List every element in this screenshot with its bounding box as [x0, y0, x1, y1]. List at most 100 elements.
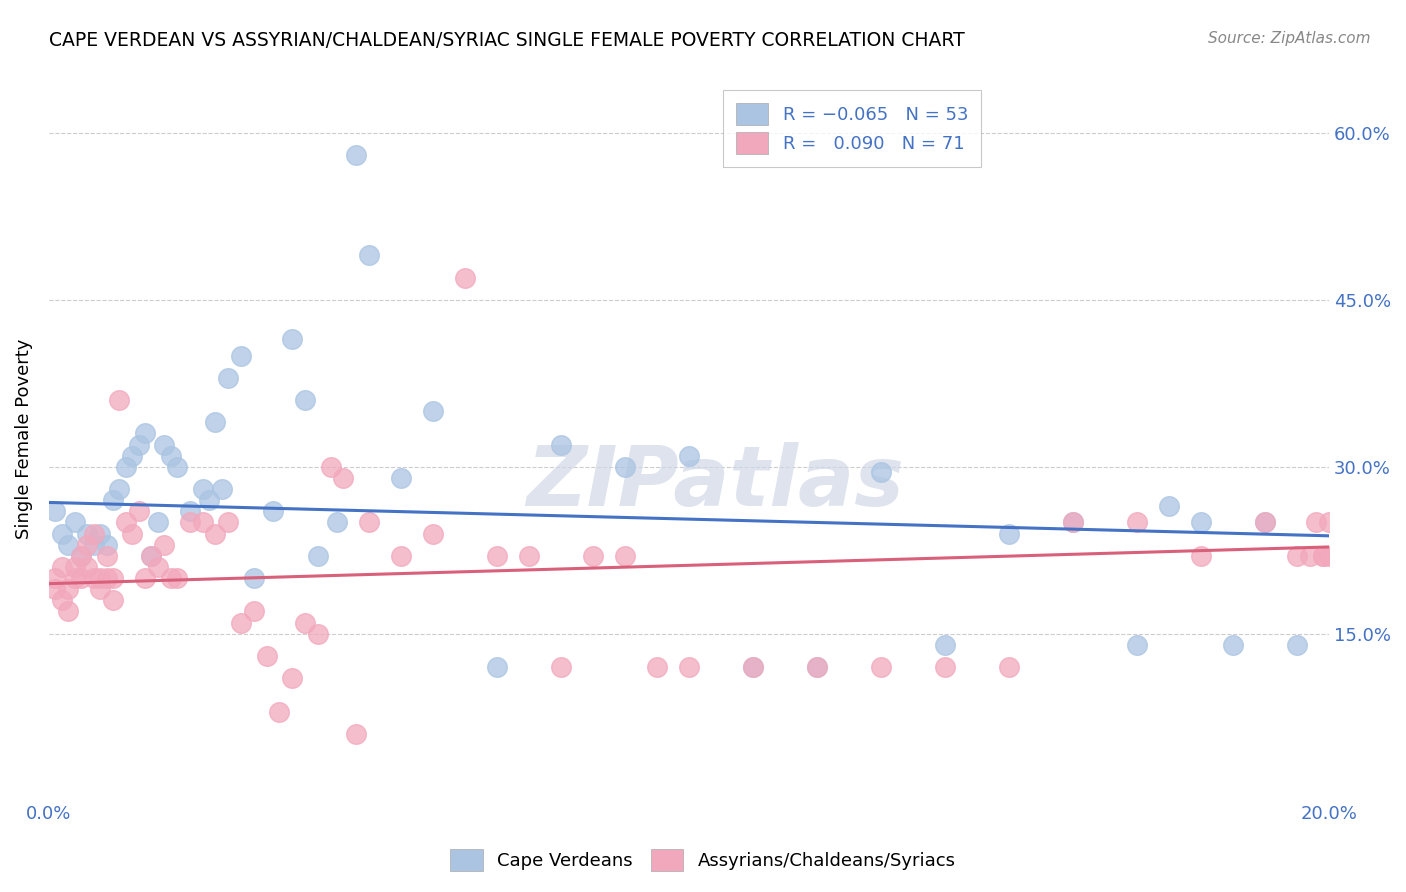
- Point: [89, 526, 111, 541]
- Point: [146, 560, 169, 574]
- Point: [70, 549, 93, 563]
- Point: [204, 526, 226, 541]
- Point: [1299, 549, 1322, 563]
- Point: [242, 571, 264, 585]
- Point: [153, 538, 176, 552]
- Point: [422, 526, 444, 541]
- Point: [326, 516, 349, 530]
- Point: [389, 471, 412, 485]
- Point: [121, 526, 143, 541]
- Point: [344, 727, 367, 741]
- Point: [934, 638, 956, 652]
- Point: [108, 482, 131, 496]
- Point: [83, 538, 105, 552]
- Point: [934, 660, 956, 674]
- Point: [128, 504, 150, 518]
- Point: [44, 571, 66, 585]
- Point: [806, 660, 828, 674]
- Point: [108, 393, 131, 408]
- Point: [211, 482, 233, 496]
- Point: [294, 615, 316, 630]
- Point: [517, 549, 540, 563]
- Point: [1285, 638, 1308, 652]
- Point: [141, 549, 163, 563]
- Point: [153, 437, 176, 451]
- Point: [614, 549, 637, 563]
- Point: [217, 371, 239, 385]
- Point: [76, 560, 98, 574]
- Point: [645, 660, 668, 674]
- Point: [742, 660, 765, 674]
- Point: [128, 437, 150, 451]
- Point: [70, 549, 93, 563]
- Point: [89, 582, 111, 597]
- Point: [63, 560, 86, 574]
- Point: [242, 605, 264, 619]
- Point: [56, 582, 79, 597]
- Point: [256, 648, 278, 663]
- Point: [96, 571, 118, 585]
- Point: [806, 660, 828, 674]
- Point: [1189, 516, 1212, 530]
- Point: [101, 571, 124, 585]
- Point: [582, 549, 605, 563]
- Point: [1312, 549, 1334, 563]
- Text: CAPE VERDEAN VS ASSYRIAN/CHALDEAN/SYRIAC SINGLE FEMALE POVERTY CORRELATION CHART: CAPE VERDEAN VS ASSYRIAN/CHALDEAN/SYRIAC…: [49, 31, 965, 50]
- Legend: Cape Verdeans, Assyrians/Chaldeans/Syriacs: Cape Verdeans, Assyrians/Chaldeans/Syria…: [443, 842, 963, 879]
- Point: [83, 526, 105, 541]
- Point: [678, 449, 700, 463]
- Point: [307, 626, 329, 640]
- Point: [678, 660, 700, 674]
- Point: [998, 660, 1021, 674]
- Point: [1189, 549, 1212, 563]
- Point: [101, 493, 124, 508]
- Point: [134, 571, 156, 585]
- Point: [141, 549, 163, 563]
- Point: [179, 516, 201, 530]
- Point: [229, 349, 252, 363]
- Point: [1062, 516, 1084, 530]
- Point: [319, 459, 342, 474]
- Point: [269, 705, 291, 719]
- Point: [1317, 549, 1340, 563]
- Point: [1254, 516, 1277, 530]
- Point: [485, 660, 508, 674]
- Point: [357, 248, 380, 262]
- Point: [1126, 638, 1149, 652]
- Point: [389, 549, 412, 563]
- Point: [51, 593, 73, 607]
- Point: [344, 148, 367, 162]
- Point: [96, 538, 118, 552]
- Point: [63, 516, 86, 530]
- Point: [1317, 516, 1340, 530]
- Point: [134, 426, 156, 441]
- Point: [998, 526, 1021, 541]
- Point: [217, 516, 239, 530]
- Text: ZIPatlas: ZIPatlas: [526, 442, 904, 523]
- Point: [70, 571, 93, 585]
- Point: [96, 549, 118, 563]
- Point: [1062, 516, 1084, 530]
- Point: [56, 605, 79, 619]
- Point: [485, 549, 508, 563]
- Point: [89, 571, 111, 585]
- Point: [550, 660, 572, 674]
- Point: [114, 516, 136, 530]
- Point: [159, 571, 181, 585]
- Point: [1305, 516, 1327, 530]
- Point: [870, 660, 893, 674]
- Point: [281, 671, 304, 685]
- Point: [1285, 549, 1308, 563]
- Point: [1157, 499, 1180, 513]
- Point: [422, 404, 444, 418]
- Point: [76, 538, 98, 552]
- Point: [229, 615, 252, 630]
- Point: [179, 504, 201, 518]
- Point: [332, 471, 354, 485]
- Point: [166, 571, 188, 585]
- Point: [614, 459, 637, 474]
- Point: [1222, 638, 1244, 652]
- Point: [56, 538, 79, 552]
- Point: [63, 571, 86, 585]
- Point: [166, 459, 188, 474]
